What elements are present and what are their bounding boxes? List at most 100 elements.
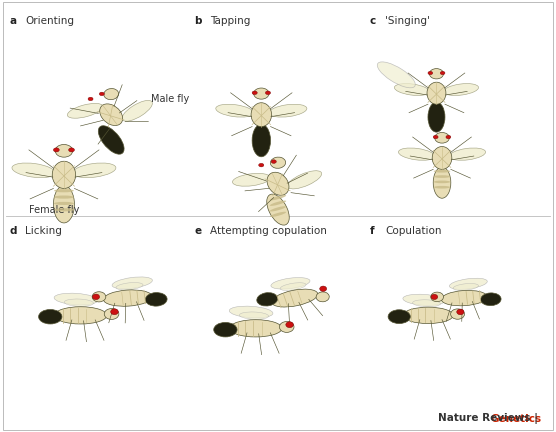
Ellipse shape — [431, 294, 438, 299]
Text: c: c — [370, 16, 376, 26]
Ellipse shape — [434, 186, 450, 188]
Ellipse shape — [68, 148, 75, 152]
Ellipse shape — [316, 292, 329, 302]
Ellipse shape — [122, 100, 152, 121]
Ellipse shape — [53, 148, 59, 152]
Text: Copulation: Copulation — [385, 226, 442, 236]
Ellipse shape — [270, 195, 286, 200]
Ellipse shape — [270, 200, 286, 206]
Ellipse shape — [429, 69, 444, 79]
Ellipse shape — [251, 103, 271, 127]
Ellipse shape — [104, 89, 118, 100]
Ellipse shape — [271, 278, 310, 289]
Ellipse shape — [271, 160, 276, 163]
Ellipse shape — [435, 133, 449, 143]
Ellipse shape — [434, 181, 450, 183]
Ellipse shape — [433, 167, 451, 198]
Ellipse shape — [230, 320, 282, 337]
Ellipse shape — [453, 283, 479, 290]
Ellipse shape — [105, 308, 119, 319]
Ellipse shape — [267, 194, 289, 225]
Ellipse shape — [265, 91, 271, 95]
Ellipse shape — [457, 309, 464, 314]
Ellipse shape — [320, 286, 326, 292]
Ellipse shape — [54, 189, 74, 192]
Ellipse shape — [54, 202, 74, 205]
Ellipse shape — [428, 71, 433, 75]
Text: f: f — [370, 226, 374, 236]
Ellipse shape — [432, 146, 452, 169]
Ellipse shape — [280, 283, 306, 290]
Ellipse shape — [54, 208, 74, 211]
Ellipse shape — [267, 172, 289, 195]
Ellipse shape — [269, 104, 307, 117]
Ellipse shape — [280, 321, 294, 332]
Ellipse shape — [399, 148, 435, 160]
Ellipse shape — [388, 310, 410, 324]
Ellipse shape — [440, 71, 445, 75]
Ellipse shape — [480, 293, 501, 306]
Ellipse shape — [259, 163, 264, 167]
Text: Female fly: Female fly — [29, 205, 80, 215]
Ellipse shape — [433, 135, 438, 139]
Ellipse shape — [378, 62, 415, 88]
Ellipse shape — [427, 82, 446, 104]
Text: Tapping: Tapping — [210, 16, 251, 26]
Ellipse shape — [271, 289, 318, 307]
Text: e: e — [195, 226, 202, 236]
Text: a: a — [9, 16, 17, 26]
Ellipse shape — [252, 91, 257, 95]
Text: d: d — [9, 226, 17, 236]
Text: Nature Reviews |: Nature Reviews | — [438, 413, 542, 424]
Ellipse shape — [64, 299, 93, 306]
Ellipse shape — [444, 84, 479, 95]
Ellipse shape — [270, 206, 286, 212]
Ellipse shape — [216, 104, 254, 117]
Ellipse shape — [53, 186, 75, 223]
Ellipse shape — [98, 126, 124, 154]
Text: 'Singing': 'Singing' — [385, 16, 430, 26]
Ellipse shape — [54, 293, 98, 305]
Ellipse shape — [394, 84, 429, 95]
Ellipse shape — [145, 292, 167, 306]
Ellipse shape — [403, 294, 444, 305]
Ellipse shape — [92, 292, 106, 302]
Ellipse shape — [413, 300, 440, 307]
Ellipse shape — [451, 309, 465, 319]
Ellipse shape — [257, 292, 277, 306]
Ellipse shape — [112, 277, 152, 289]
Text: Genetics: Genetics — [491, 414, 542, 424]
Ellipse shape — [441, 290, 487, 306]
Ellipse shape — [434, 175, 450, 178]
Ellipse shape — [54, 307, 107, 324]
Ellipse shape — [52, 161, 76, 188]
Ellipse shape — [434, 170, 450, 172]
Ellipse shape — [12, 163, 55, 178]
Ellipse shape — [286, 322, 294, 327]
Ellipse shape — [449, 278, 487, 289]
Ellipse shape — [240, 312, 269, 319]
Ellipse shape — [287, 171, 322, 189]
Ellipse shape — [54, 196, 74, 199]
Text: Attempting copulation: Attempting copulation — [210, 226, 327, 236]
Ellipse shape — [214, 322, 237, 337]
FancyBboxPatch shape — [3, 2, 553, 430]
Ellipse shape — [270, 157, 286, 168]
Ellipse shape — [100, 92, 105, 95]
Ellipse shape — [111, 309, 118, 314]
Ellipse shape — [403, 307, 453, 324]
Ellipse shape — [38, 309, 62, 324]
Ellipse shape — [232, 173, 270, 186]
Ellipse shape — [92, 294, 100, 300]
Ellipse shape — [88, 97, 93, 101]
Text: Male fly: Male fly — [151, 94, 190, 105]
Ellipse shape — [449, 148, 485, 160]
Ellipse shape — [270, 212, 286, 217]
Ellipse shape — [428, 102, 445, 132]
Ellipse shape — [116, 283, 143, 290]
Ellipse shape — [55, 144, 73, 157]
Ellipse shape — [67, 103, 103, 118]
Ellipse shape — [252, 124, 271, 157]
Text: Orienting: Orienting — [25, 16, 74, 26]
Ellipse shape — [229, 306, 273, 318]
